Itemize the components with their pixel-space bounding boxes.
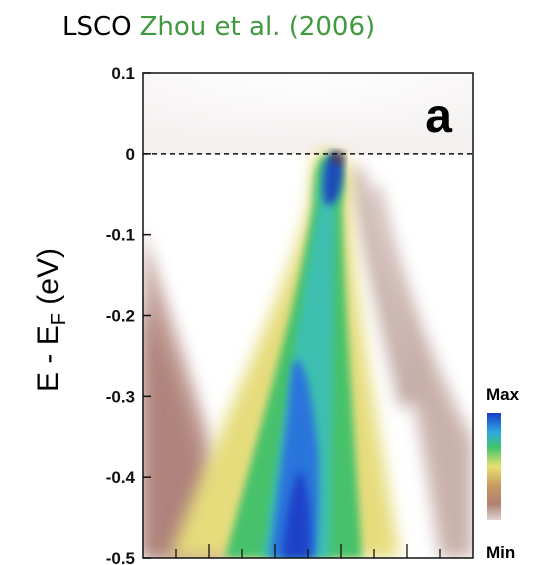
y-axis-label: E - EF (eV) — [32, 248, 70, 392]
heatmap-image — [143, 73, 473, 558]
y-tick-label: 0.1 — [111, 64, 135, 83]
y-axis-label-main: E - E — [32, 325, 65, 392]
y-axis-label-unit: (eV) — [32, 248, 65, 313]
colorbar-max-label: Max — [486, 385, 520, 404]
title-citation: Zhou et al. (2006) — [139, 12, 376, 42]
y-tick-label: -0.4 — [106, 468, 136, 487]
y-tick-label: -0.5 — [106, 549, 135, 565]
y-tick-label: -0.3 — [106, 387, 135, 406]
colorbar-min-label: Min — [486, 543, 515, 562]
y-tick-label: 0 — [126, 145, 135, 164]
y-tick-label: -0.2 — [106, 307, 135, 326]
y-axis: 0.1 0 -0.1 -0.2 -0.3 -0.4 -0.5 — [106, 64, 151, 565]
x-axis-ticks — [175, 544, 441, 558]
colorbar — [487, 413, 501, 520]
panel-label: a — [425, 90, 452, 143]
y-axis-label-sub: F — [48, 313, 70, 325]
title-main: LSCO — [62, 12, 132, 42]
chart-title: LSCO Zhou et al. (2006) — [62, 12, 375, 42]
y-tick-label: -0.1 — [106, 226, 135, 245]
